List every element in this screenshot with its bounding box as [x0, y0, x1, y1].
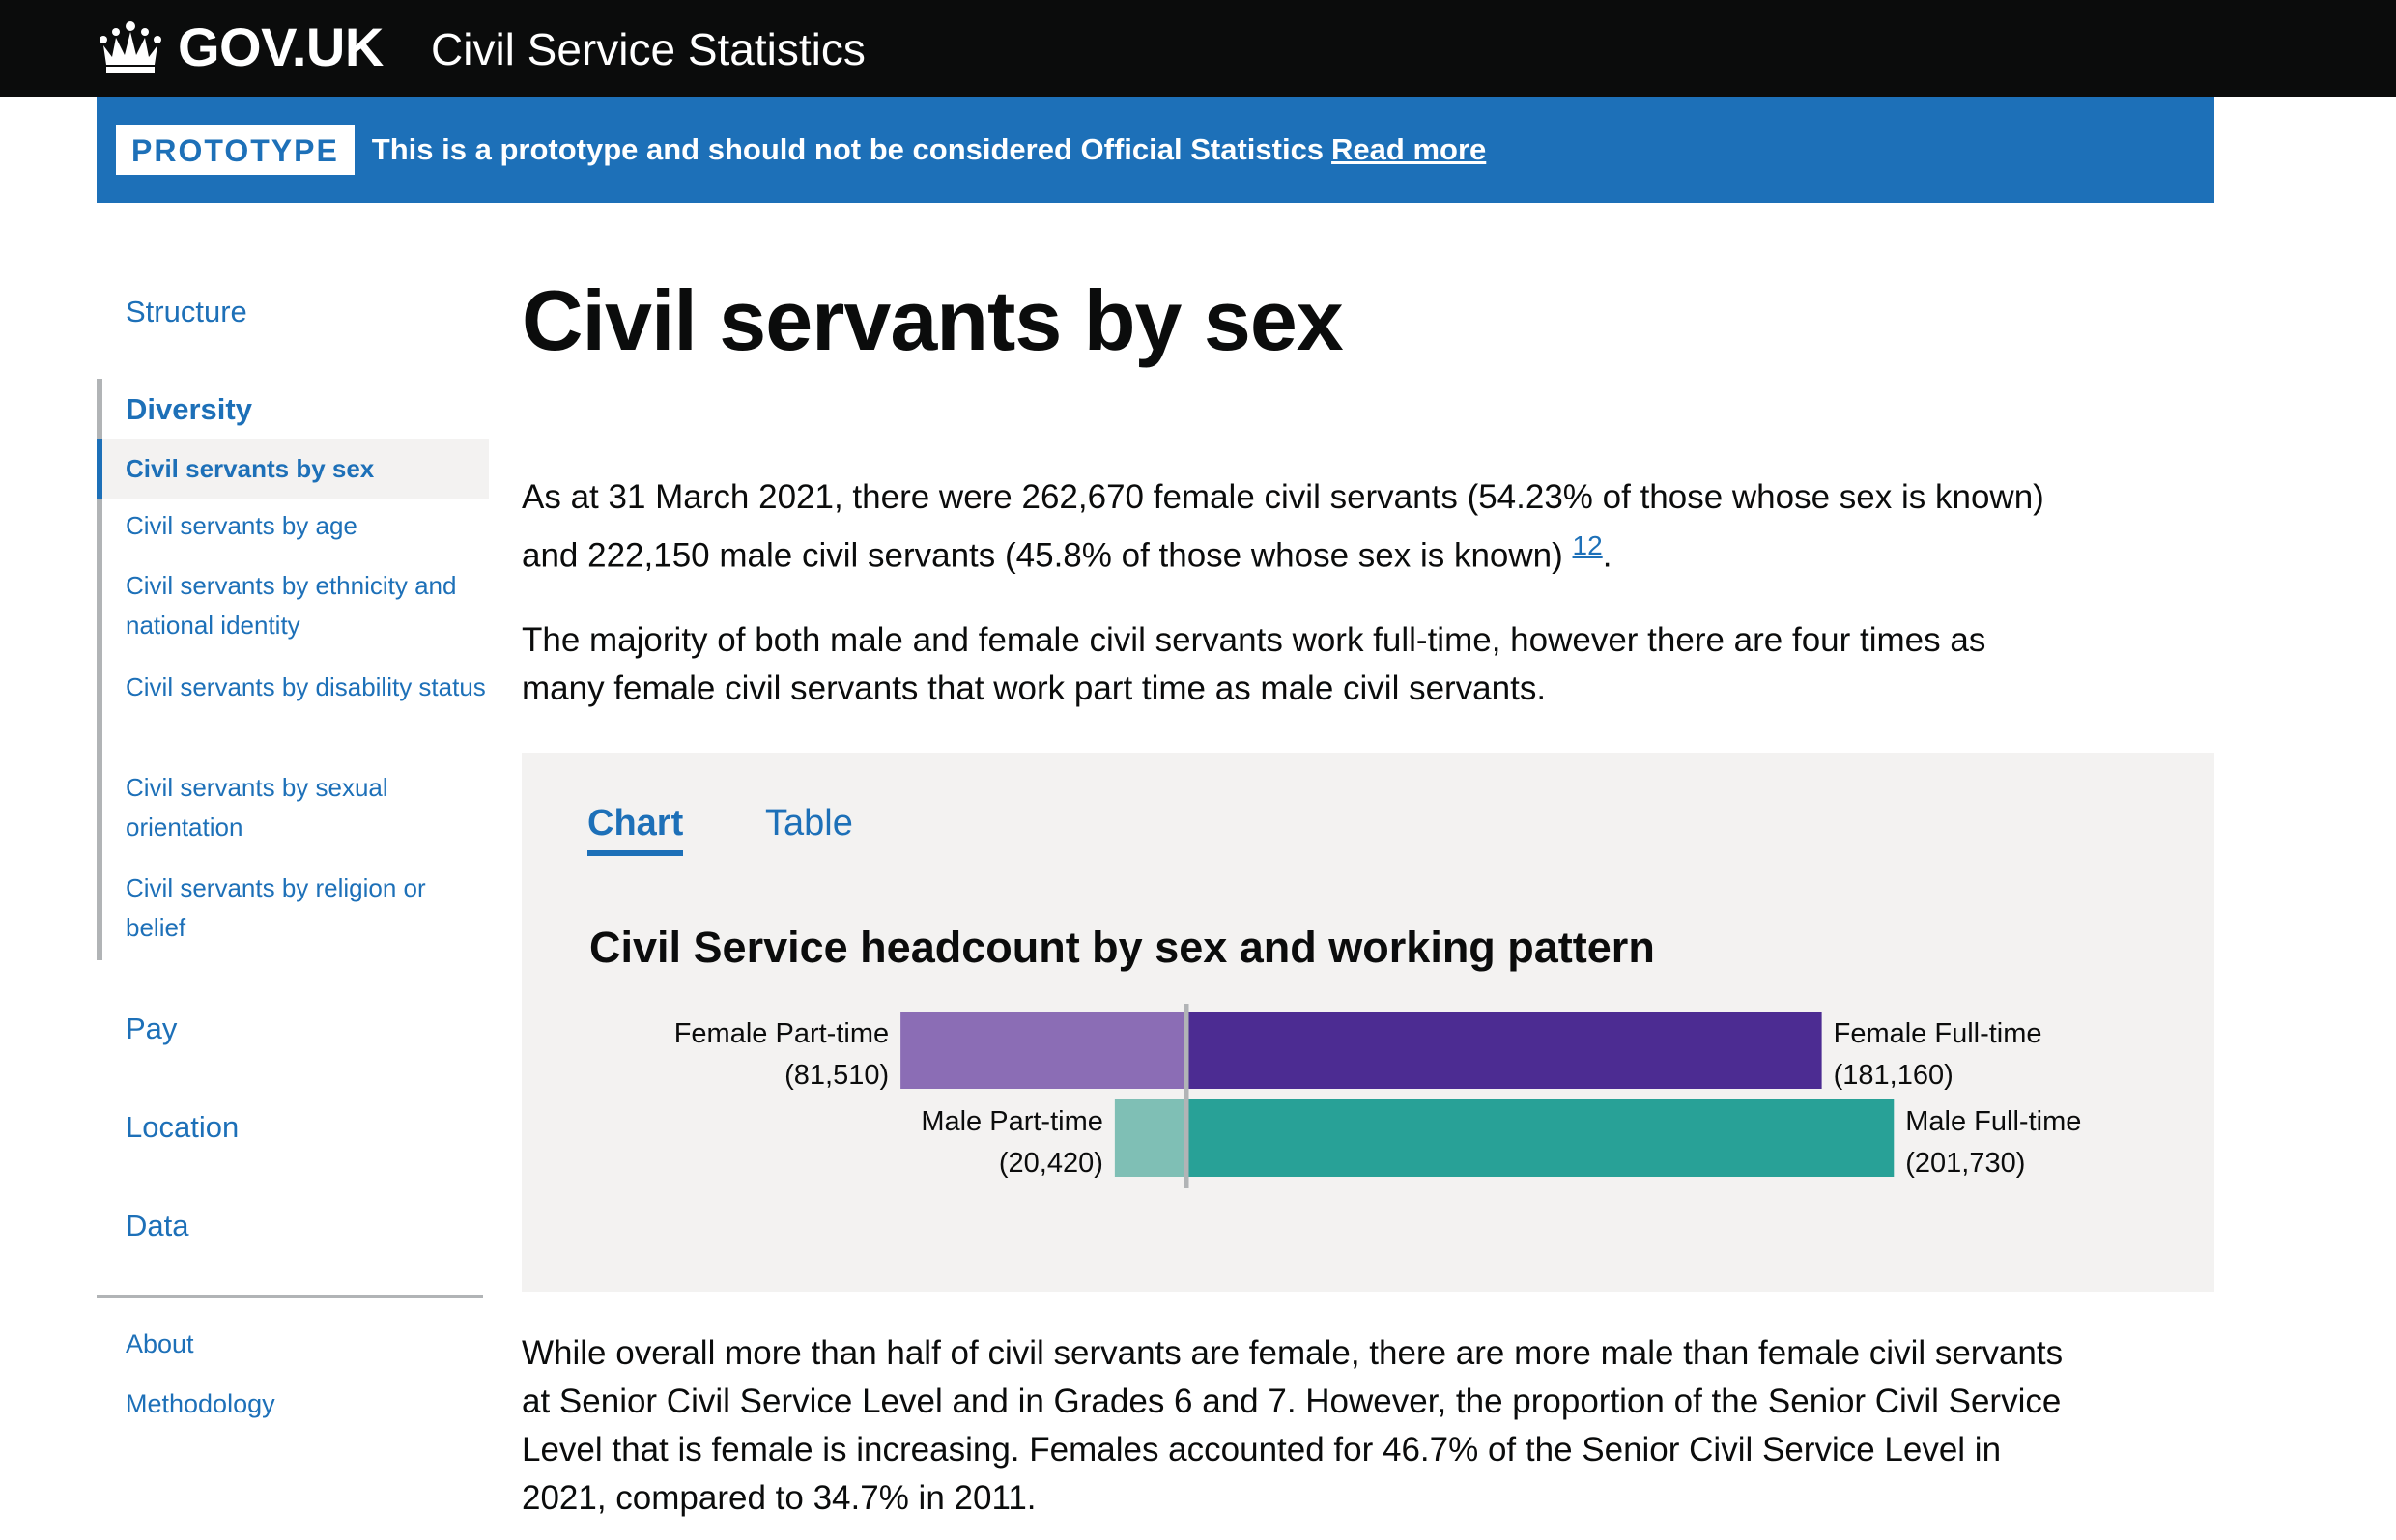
sidebar-group-diversity: Diversity Civil servants by sex Civil se… [97, 379, 489, 960]
sidebar-item-structure[interactable]: Structure [126, 295, 247, 328]
sidebar-item-by-religion[interactable]: Civil servants by religion or belief [126, 873, 426, 942]
sidebar-item-by-disability[interactable]: Civil servants by disability status [126, 672, 486, 701]
chart-panel: Chart Table Civil Service headcount by s… [522, 753, 2214, 1292]
label-female-full-time: Female Full-time [1834, 1018, 2042, 1049]
bar-male-full-time [1186, 1099, 1895, 1177]
crown-icon [100, 21, 161, 73]
sidebar-divider [97, 1295, 483, 1298]
headcount-chart: Female Part-time (81,510) Male Part-time… [674, 1004, 2081, 1188]
service-name[interactable]: Civil Service Statistics [431, 24, 866, 74]
intro-end: . [1602, 536, 1612, 575]
working-pattern-paragraph: The majority of both male and female civ… [522, 621, 1986, 707]
sidebar-item-by-age[interactable]: Civil servants by age [126, 511, 357, 540]
tab-chart[interactable]: Chart [587, 803, 684, 856]
senior-level-paragraph: While overall more than half of civil se… [522, 1334, 2064, 1517]
govuk-logo[interactable]: GOV.UK [97, 17, 384, 77]
sidebar-item-by-ethnicity[interactable]: Civil servants by ethnicity and national… [126, 571, 457, 640]
chart-title: Civil Service headcount by sex and worki… [589, 923, 1655, 972]
banner-text: This is a prototype and should not be co… [371, 132, 1325, 167]
site-header: GOV.UK Civil Service Statistics [0, 0, 2396, 97]
sidebar-item-pay[interactable]: Pay [126, 1012, 178, 1045]
tab-table[interactable]: Table [765, 803, 853, 843]
bar-male-part-time [1114, 1099, 1186, 1177]
bar-female-full-time [1186, 1012, 1822, 1089]
sidebar-item-methodology[interactable]: Methodology [126, 1389, 275, 1418]
label-male-part-time: Male Part-time [921, 1106, 1103, 1137]
label-female-part-time: Female Part-time [674, 1018, 889, 1049]
sidebar-item-about[interactable]: About [126, 1329, 194, 1358]
intro-text: As at 31 March 2021, there were 262,670 … [522, 478, 2044, 575]
value-male-full-time: (201,730) [1905, 1148, 2025, 1179]
value-female-full-time: (181,160) [1834, 1060, 1954, 1091]
sidebar-item-data[interactable]: Data [126, 1209, 189, 1242]
phase-tag: PROTOTYPE [116, 124, 355, 176]
logo-text: GOV.UK [178, 16, 384, 77]
footnote-link[interactable]: 12 [1572, 530, 1603, 560]
value-female-part-time: (81,510) [784, 1060, 889, 1091]
sidebar-item-by-sexual-orientation[interactable]: Civil servants by sexual orientation [126, 773, 388, 841]
page-title: Civil servants by sex [522, 272, 1344, 368]
intro-paragraph: As at 31 March 2021, there were 262,670 … [522, 473, 2087, 581]
label-male-full-time: Male Full-time [1905, 1106, 2081, 1137]
bar-female-part-time [900, 1012, 1186, 1089]
read-more-link[interactable]: Read more [1331, 132, 1487, 166]
sidebar-item-diversity[interactable]: Diversity [126, 392, 252, 426]
sidebar-item-location[interactable]: Location [126, 1110, 240, 1144]
sidebar-item-by-sex[interactable]: Civil servants by sex [97, 439, 489, 499]
value-male-part-time: (20,420) [999, 1148, 1103, 1179]
phase-banner: PROTOTYPE This is a prototype and should… [97, 97, 2214, 203]
